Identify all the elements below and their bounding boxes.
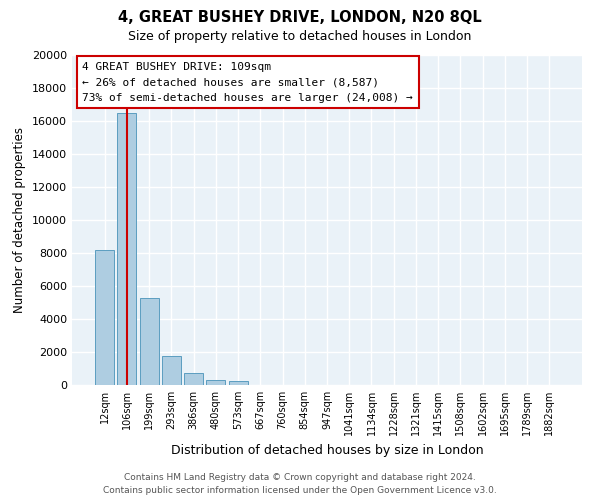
Bar bbox=[206, 380, 225, 385]
Bar bbox=[184, 372, 203, 385]
Bar bbox=[140, 298, 158, 385]
Bar bbox=[95, 250, 114, 385]
X-axis label: Distribution of detached houses by size in London: Distribution of detached houses by size … bbox=[170, 444, 484, 456]
Y-axis label: Number of detached properties: Number of detached properties bbox=[13, 127, 26, 313]
Bar bbox=[229, 381, 248, 385]
Bar bbox=[162, 356, 181, 385]
Text: 4 GREAT BUSHEY DRIVE: 109sqm
← 26% of detached houses are smaller (8,587)
73% of: 4 GREAT BUSHEY DRIVE: 109sqm ← 26% of de… bbox=[82, 62, 413, 103]
Text: Size of property relative to detached houses in London: Size of property relative to detached ho… bbox=[128, 30, 472, 43]
Text: Contains HM Land Registry data © Crown copyright and database right 2024.
Contai: Contains HM Land Registry data © Crown c… bbox=[103, 474, 497, 495]
Text: 4, GREAT BUSHEY DRIVE, LONDON, N20 8QL: 4, GREAT BUSHEY DRIVE, LONDON, N20 8QL bbox=[118, 10, 482, 25]
Bar bbox=[118, 113, 136, 385]
